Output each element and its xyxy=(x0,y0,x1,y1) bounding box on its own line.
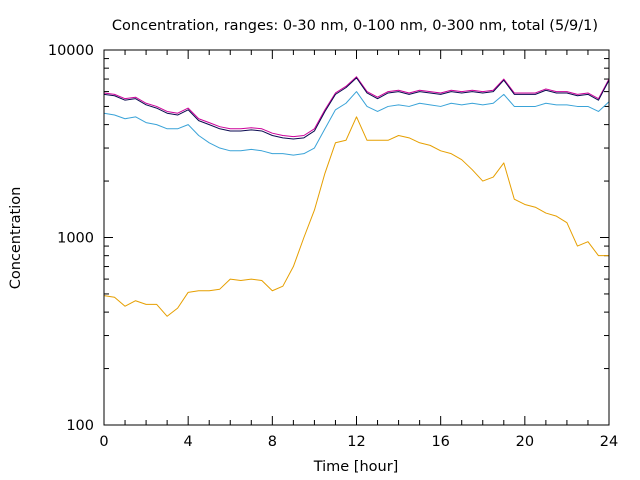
series-group xyxy=(103,76,610,317)
chart-title: Concentration, ranges: 0-30 nm, 0-100 nm… xyxy=(112,18,598,34)
plot-frame xyxy=(103,49,610,426)
x-tick-label: 20 xyxy=(516,434,534,450)
series-line-0-30-nm xyxy=(103,116,609,317)
x-tick-label: 8 xyxy=(268,434,277,450)
axis-ticks: 0 4 8 12 16 20 24 100 1000 10000 xyxy=(48,43,618,450)
x-tick-label: 4 xyxy=(184,434,193,450)
x-tick-label: 16 xyxy=(431,434,449,450)
series-line-0-300-nm xyxy=(103,76,610,138)
x-tick-label: 12 xyxy=(347,434,365,450)
y-tick-label: 10000 xyxy=(48,43,94,59)
y-tick-label: 100 xyxy=(66,418,94,434)
series-line-total xyxy=(103,77,610,140)
x-axis-label: Time [hour] xyxy=(313,459,399,475)
series-line-0-100-nm xyxy=(103,91,610,156)
y-tick-label: 1000 xyxy=(57,231,94,247)
x-tick-label: 24 xyxy=(600,434,618,450)
y-axis-label: Concentration xyxy=(8,187,24,290)
x-tick-label: 0 xyxy=(99,434,108,450)
